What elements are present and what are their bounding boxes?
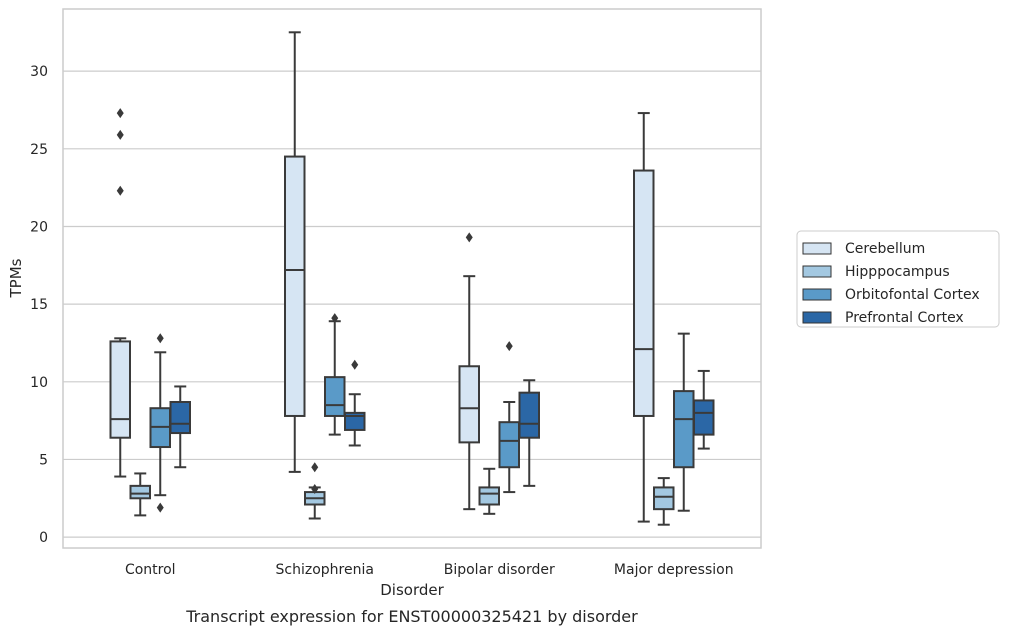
box-plot [653,477,675,526]
outlier-point [311,483,319,494]
box-iqr [693,399,715,436]
x-tick-label: Bipolar disorder [444,562,555,578]
box-iqr [344,411,366,431]
y-tick-label: 20 [30,219,48,235]
box-plot [498,341,520,494]
legend: Cerebellum Hipppocampus Orbitofontal Corte… [796,230,1000,328]
box-series-hipppocampus [129,462,675,526]
outlier-point [116,108,124,119]
box-iqr [478,486,500,506]
box-series-group [109,31,715,526]
box-plot [633,112,655,523]
legend-label: Hipppocampus [845,264,950,280]
box-iqr [633,169,655,417]
legend-swatch [802,288,832,301]
y-tick-label: 25 [30,142,48,158]
box-plot [693,369,715,450]
box-iqr [458,365,480,444]
box-plot [344,359,366,447]
outlier-point [311,462,319,473]
x-tick-label: Schizophrenia [276,562,374,578]
box-iqr [324,376,346,417]
legend-label: Prefrontal Cortex [845,310,964,326]
box-plot [129,472,151,517]
box-plot [324,313,346,436]
legend-label: Cerebellum [845,241,925,257]
outlier-point [156,333,164,344]
x-tick-labels: Control Schizophrenia Bipolar disorder Majo… [125,562,734,578]
box-plot [109,108,131,478]
legend-swatch [802,265,832,278]
x-tick-label: Major depression [614,562,734,578]
outlier-point [156,502,164,513]
legend-label: Orbitofontal Cortex [845,287,980,303]
box-iqr [653,486,675,511]
y-axis-title: TPMs [7,258,25,298]
outlier-point [505,341,513,352]
box-plot [149,333,171,513]
box-iqr [169,400,191,435]
outlier-point [331,313,339,324]
box-iqr [673,390,695,469]
box-plot [284,31,306,473]
y-tick-labels: 0 5 10 15 20 25 30 [30,64,48,546]
box-series-orbitofontal-cortex [149,313,695,513]
box-iqr [284,155,306,417]
box-plot [304,462,326,520]
box-series-cerebellum [109,31,655,523]
box-iqr [109,340,131,439]
box-iqr [498,421,520,469]
outlier-point [465,232,473,243]
y-tick-label: 10 [30,375,48,391]
box-iqr [129,484,151,500]
x-axis-title: Disorder [380,581,444,599]
outlier-point [351,359,359,370]
plot-frame [62,8,762,549]
y-tick-label: 15 [30,297,48,313]
outlier-point [116,185,124,196]
box-iqr [518,391,540,439]
box-plot [458,232,480,511]
y-tick-label: 5 [39,452,48,468]
box-plot [518,379,540,487]
figure-caption: Transcript expression for ENST0000032542… [185,607,638,626]
x-tick-label: Control [125,562,176,578]
y-tick-label: 0 [39,530,48,546]
box-plot [478,467,500,515]
legend-frame [796,230,1000,328]
box-plot [169,385,191,469]
box-plot [673,332,695,512]
legend-swatch [802,242,832,255]
box-series-prefrontal-cortex [169,359,715,487]
y-tick-label: 30 [30,64,48,80]
outlier-point [116,129,124,140]
legend-swatch [802,311,832,324]
